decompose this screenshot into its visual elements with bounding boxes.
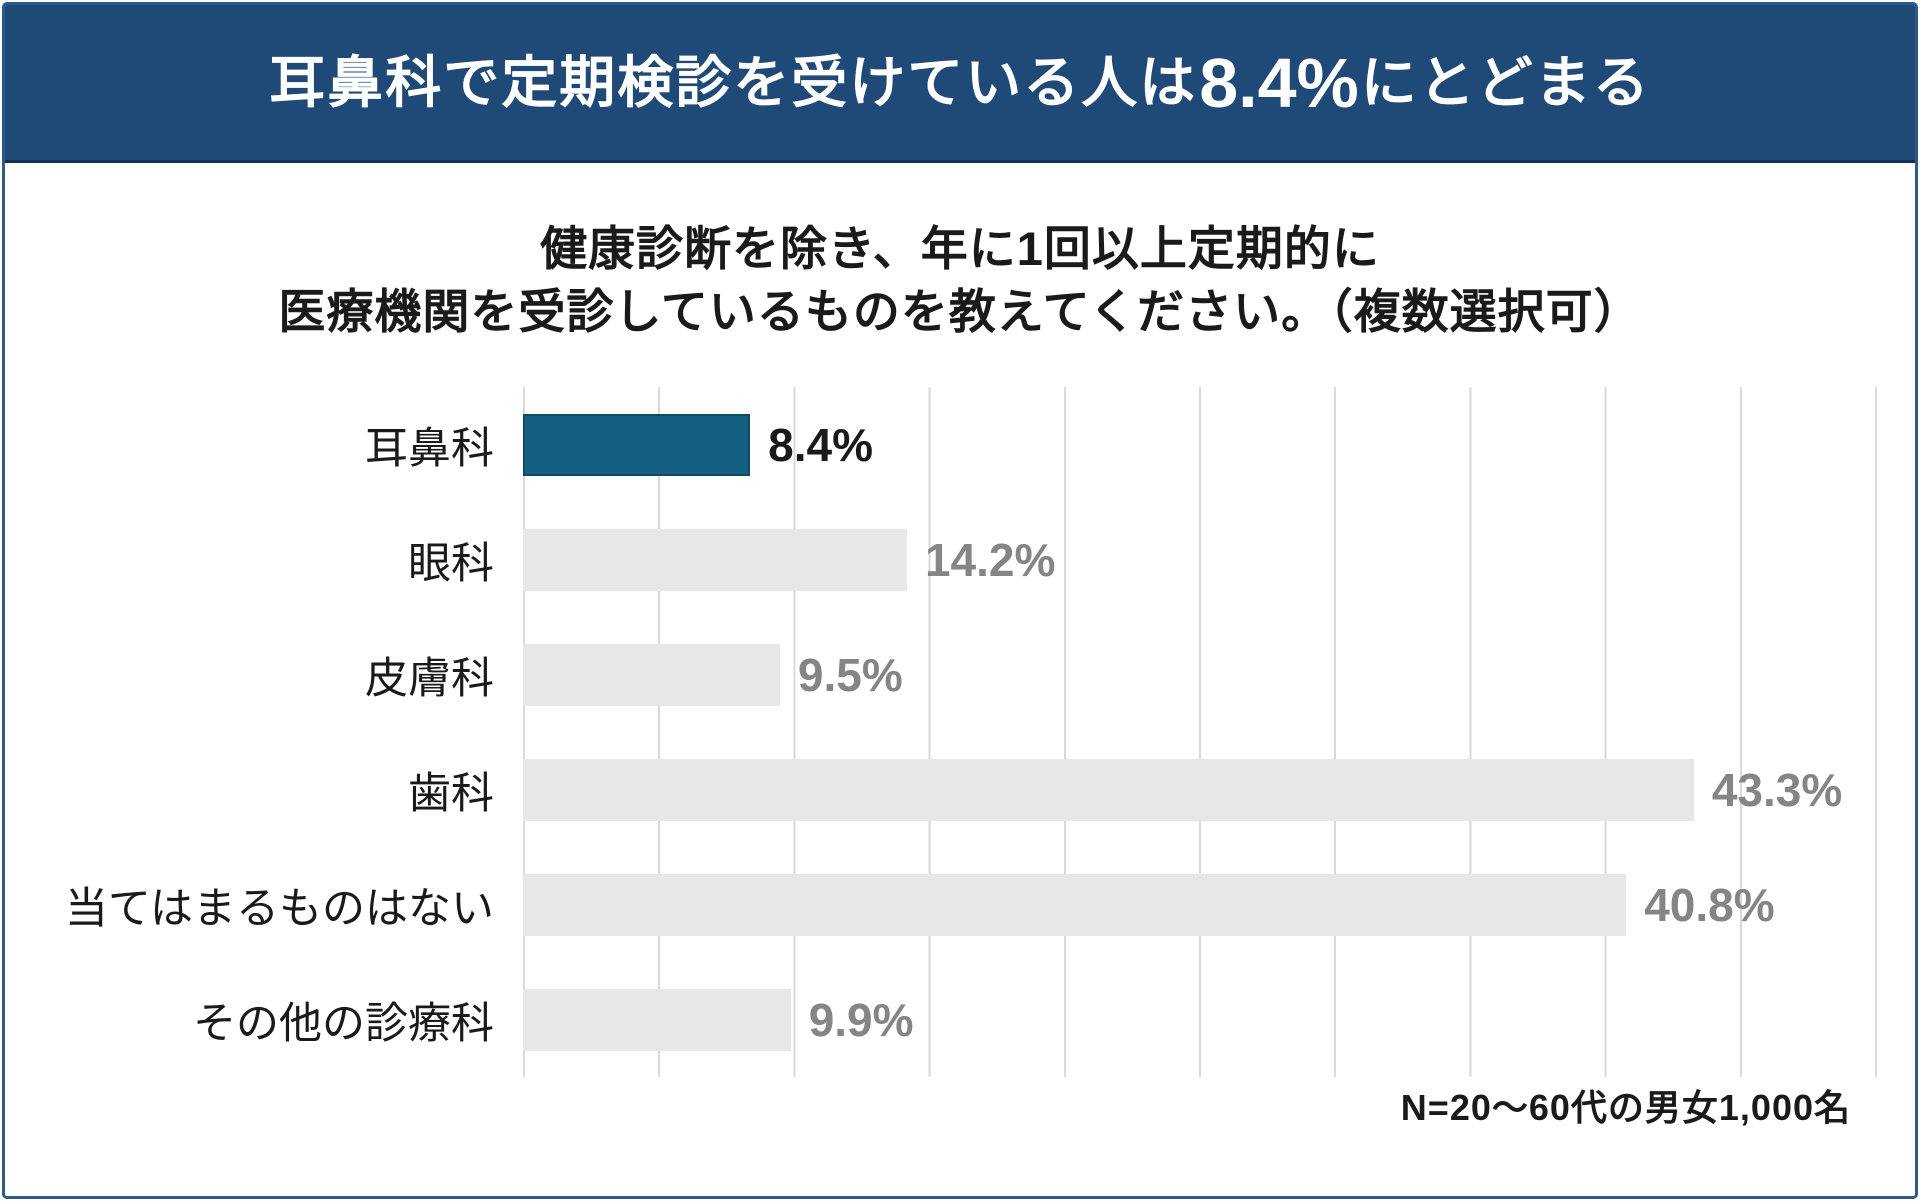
chart-row: 9.9% <box>523 962 1875 1077</box>
bar-value-label: 9.5% <box>797 648 903 701</box>
bar <box>523 988 791 1051</box>
category-label: 耳鼻科 <box>365 424 494 473</box>
category-label: 歯科 <box>408 769 494 818</box>
question-line-1: 健康診断を除き、年に1回以上定期的に <box>540 222 1380 275</box>
category-labels: 耳鼻科眼科皮膚科歯科当てはまるものはないその他の診療科 <box>43 387 508 1077</box>
category-label: 当てはまるものはない <box>64 884 494 933</box>
page-title-number: 8.4% <box>1199 43 1359 122</box>
chart-row: 8.4% <box>523 387 1875 502</box>
page-title-suffix: にとどまる <box>1360 50 1651 114</box>
chart-row: 40.8% <box>523 847 1875 962</box>
category-label: 皮膚科 <box>365 654 494 703</box>
plot-area: 8.4% 14.2% 9.5% 43.3% 40.8% 9.9% <box>523 387 1877 1077</box>
bar-value-label: 43.3% <box>1711 763 1843 816</box>
question-title: 健康診断を除き、年に1回以上定期的に 医療機関を受診しているものを教えてください… <box>5 217 1915 343</box>
bar-value-label: 9.9% <box>808 993 914 1046</box>
category-label: その他の診療科 <box>193 999 494 1048</box>
page-title-prefix: 耳鼻科で定期検診を受けている人は <box>269 50 1198 114</box>
page-title: 耳鼻科で定期検診を受けている人は 8.4% にとどまる <box>269 48 1651 118</box>
chart-row: 9.5% <box>523 617 1875 732</box>
bar <box>523 643 780 706</box>
chart-row: 14.2% <box>523 502 1875 617</box>
bar-chart: 耳鼻科眼科皮膚科歯科当てはまるものはないその他の診療科 8.4% 14.2% 9.5… <box>5 387 1915 1077</box>
sample-size-note: N=20〜60代の男女1,000名 <box>1400 1087 1851 1128</box>
bar-value-label: 40.8% <box>1644 878 1775 931</box>
bar-value-label: 14.2% <box>924 533 1056 586</box>
bar <box>523 528 907 591</box>
category-label: 眼科 <box>408 539 494 588</box>
bar-highlighted <box>523 413 751 476</box>
chart-row: 43.3% <box>523 732 1875 847</box>
question-line-2: 医療機関を受診しているものを教えてください。（複数選択可） <box>278 285 1642 338</box>
header-banner: 耳鼻科で定期検診を受けている人は 8.4% にとどまる <box>5 5 1915 163</box>
bar <box>523 873 1627 936</box>
bar-value-label: 8.4% <box>768 418 873 471</box>
bar <box>523 758 1694 821</box>
